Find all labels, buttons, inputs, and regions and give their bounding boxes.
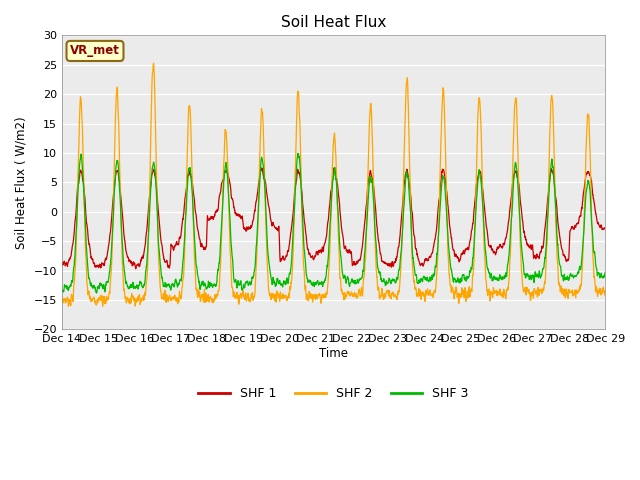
SHF 1 bbox=[132, 266, 140, 272]
SHF 1 bbox=[602, 226, 609, 232]
Line: SHF 3: SHF 3 bbox=[62, 154, 605, 293]
SHF 3 bbox=[93, 290, 100, 296]
Line: SHF 1: SHF 1 bbox=[62, 168, 605, 269]
Title: Soil Heat Flux: Soil Heat Flux bbox=[281, 15, 387, 30]
X-axis label: Time: Time bbox=[319, 347, 348, 360]
Line: SHF 2: SHF 2 bbox=[62, 63, 605, 306]
SHF 1 bbox=[350, 260, 358, 265]
SHF 2 bbox=[210, 298, 218, 303]
SHF 2 bbox=[65, 303, 72, 309]
Y-axis label: Soil Heat Flux ( W/m2): Soil Heat Flux ( W/m2) bbox=[15, 116, 28, 249]
SHF 2 bbox=[350, 292, 358, 298]
SHF 1 bbox=[362, 211, 369, 217]
SHF 3 bbox=[554, 241, 562, 247]
SHF 2 bbox=[602, 292, 609, 298]
SHF 1 bbox=[492, 251, 500, 256]
SHF 2 bbox=[362, 256, 369, 262]
SHF 3 bbox=[58, 289, 66, 295]
SHF 1 bbox=[58, 263, 66, 268]
SHF 3 bbox=[294, 151, 301, 156]
SHF 2 bbox=[58, 292, 66, 298]
SHF 1 bbox=[569, 225, 577, 231]
SHF 3 bbox=[350, 278, 358, 284]
SHF 1 bbox=[210, 215, 218, 220]
SHF 3 bbox=[492, 276, 500, 282]
Text: VR_met: VR_met bbox=[70, 45, 120, 58]
Legend: SHF 1, SHF 2, SHF 3: SHF 1, SHF 2, SHF 3 bbox=[193, 383, 474, 406]
SHF 2 bbox=[150, 60, 157, 66]
SHF 2 bbox=[569, 293, 577, 299]
SHF 1 bbox=[331, 165, 339, 170]
SHF 3 bbox=[602, 269, 609, 275]
SHF 3 bbox=[210, 281, 218, 287]
SHF 1 bbox=[554, 219, 562, 225]
SHF 3 bbox=[569, 272, 577, 278]
SHF 2 bbox=[554, 262, 562, 268]
SHF 2 bbox=[492, 289, 500, 295]
SHF 3 bbox=[362, 240, 369, 246]
